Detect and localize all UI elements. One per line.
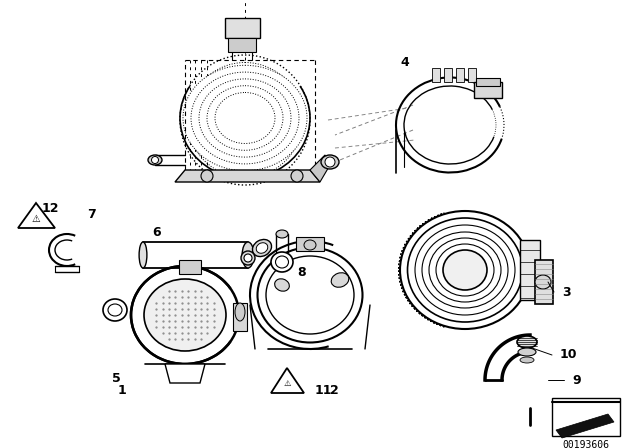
Ellipse shape: [215, 92, 275, 143]
Ellipse shape: [199, 79, 291, 157]
Ellipse shape: [256, 243, 268, 253]
Ellipse shape: [108, 304, 122, 316]
Ellipse shape: [400, 211, 530, 329]
Ellipse shape: [241, 251, 255, 265]
Ellipse shape: [195, 70, 295, 170]
Text: 00193606: 00193606: [563, 440, 609, 448]
Ellipse shape: [304, 240, 316, 250]
Bar: [468, 68, 476, 82]
Text: 12: 12: [42, 202, 60, 215]
Polygon shape: [165, 364, 205, 383]
Ellipse shape: [257, 247, 362, 343]
Ellipse shape: [180, 55, 310, 185]
Text: 8: 8: [297, 267, 306, 280]
Bar: [432, 68, 440, 82]
Ellipse shape: [139, 242, 147, 268]
Polygon shape: [556, 414, 614, 438]
Ellipse shape: [183, 65, 307, 171]
Ellipse shape: [207, 86, 283, 150]
Text: 3: 3: [562, 285, 571, 298]
Text: 10: 10: [560, 349, 577, 362]
Bar: [225, 18, 260, 38]
Ellipse shape: [321, 155, 339, 169]
Bar: [179, 260, 201, 274]
Ellipse shape: [517, 336, 537, 348]
Ellipse shape: [252, 239, 271, 257]
Circle shape: [201, 170, 213, 182]
Text: ⚠: ⚠: [284, 379, 291, 388]
Bar: [233, 303, 247, 331]
Ellipse shape: [244, 254, 252, 262]
Bar: [552, 398, 620, 436]
Ellipse shape: [191, 72, 299, 164]
Ellipse shape: [188, 63, 303, 177]
Ellipse shape: [436, 244, 494, 296]
Ellipse shape: [103, 299, 127, 321]
Bar: [476, 78, 500, 86]
Bar: [474, 82, 502, 98]
Ellipse shape: [144, 279, 226, 351]
Bar: [444, 68, 452, 82]
Ellipse shape: [422, 232, 508, 308]
Ellipse shape: [131, 266, 239, 364]
Bar: [535, 260, 553, 304]
Bar: [456, 68, 464, 82]
Text: 4: 4: [400, 56, 409, 69]
Ellipse shape: [202, 78, 287, 163]
Circle shape: [291, 170, 303, 182]
Ellipse shape: [271, 252, 293, 272]
Ellipse shape: [415, 225, 515, 315]
Ellipse shape: [275, 279, 289, 291]
Ellipse shape: [276, 230, 288, 238]
Ellipse shape: [266, 256, 354, 334]
Text: 11: 11: [315, 383, 333, 396]
Text: 6: 6: [152, 225, 161, 238]
Ellipse shape: [332, 273, 349, 287]
Ellipse shape: [520, 357, 534, 363]
Text: 9: 9: [572, 374, 580, 387]
Text: 2: 2: [330, 383, 339, 396]
Ellipse shape: [274, 264, 346, 326]
Ellipse shape: [408, 218, 522, 322]
Ellipse shape: [535, 275, 551, 289]
Ellipse shape: [518, 348, 536, 356]
Text: 5: 5: [112, 371, 121, 384]
Polygon shape: [18, 203, 55, 228]
Bar: [520, 240, 540, 300]
Bar: [228, 38, 256, 52]
Text: ⚠: ⚠: [31, 214, 40, 224]
Ellipse shape: [148, 155, 162, 165]
Circle shape: [152, 156, 159, 164]
Bar: [296, 237, 324, 251]
Polygon shape: [175, 170, 320, 182]
Text: 1: 1: [118, 383, 127, 396]
Ellipse shape: [242, 242, 254, 268]
Ellipse shape: [235, 303, 245, 321]
Ellipse shape: [429, 238, 501, 302]
Circle shape: [325, 157, 335, 167]
Text: 7: 7: [87, 207, 96, 220]
Polygon shape: [271, 368, 304, 393]
Ellipse shape: [275, 256, 289, 268]
Polygon shape: [310, 155, 330, 182]
Ellipse shape: [443, 250, 487, 290]
